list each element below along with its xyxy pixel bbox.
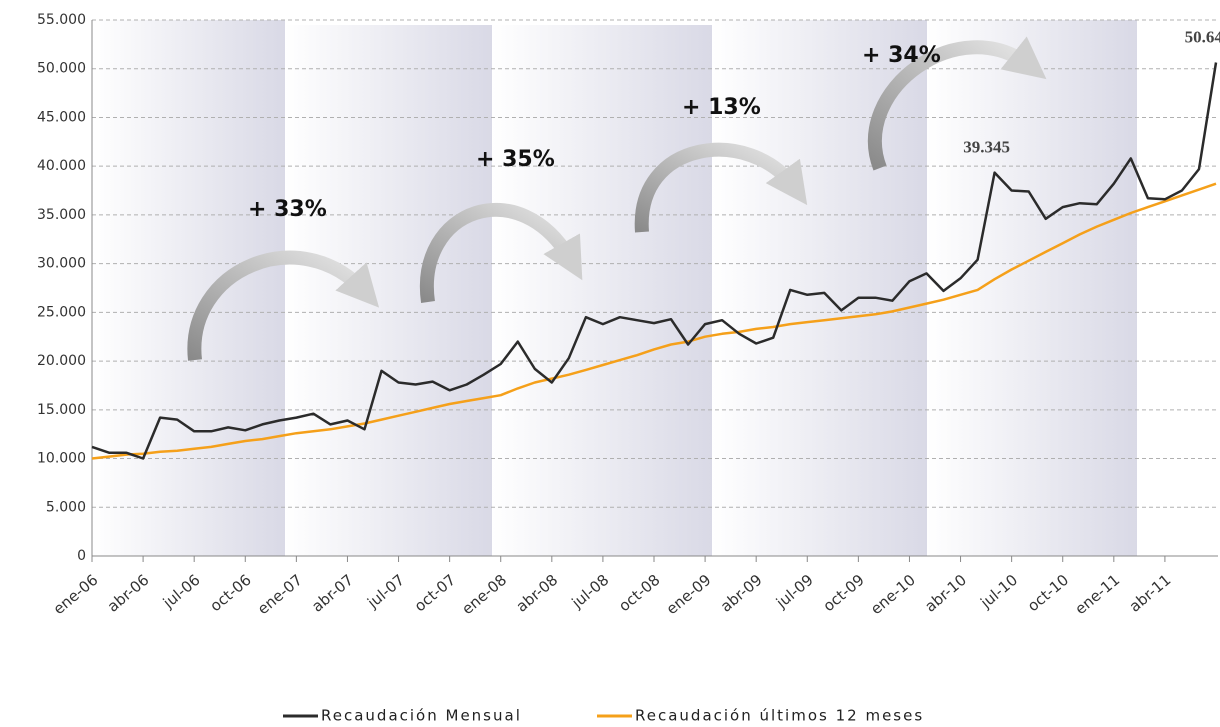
y-tick-label: 40.000 <box>37 158 86 174</box>
growth-arrow <box>187 250 380 361</box>
x-tick-label: jul-09 <box>772 571 817 613</box>
x-tick-label: ene-08 <box>458 571 510 619</box>
y-tick-label: 55.000 <box>37 12 86 28</box>
data-label: 50.640 <box>1185 27 1220 46</box>
y-tick-label: 5.000 <box>46 499 86 515</box>
y-tick-label: 0 <box>77 548 86 564</box>
x-tick-label: ene-11 <box>1072 571 1124 619</box>
x-tick-label: abr-11 <box>1126 571 1175 616</box>
legend-label: Recaudación últimos 12 meses <box>635 707 924 725</box>
growth-arrow <box>634 142 808 233</box>
x-tick-label: jul-08 <box>568 571 613 613</box>
x-tick-label: oct-08 <box>615 571 663 616</box>
arrows <box>187 36 1047 361</box>
x-tick-label: ene-07 <box>254 571 306 619</box>
band <box>712 20 927 556</box>
background-bands <box>92 20 1137 556</box>
legend: Recaudación Mensual Recaudación últimos … <box>283 707 924 725</box>
annotation: + 34% <box>862 43 941 68</box>
x-tick-label: oct-06 <box>207 571 255 616</box>
y-tick-label: 20.000 <box>37 353 86 369</box>
x-tick-label: jul-10 <box>976 571 1021 613</box>
band <box>285 25 492 556</box>
y-tick-label: 35.000 <box>37 207 86 223</box>
growth-arrow <box>419 202 583 303</box>
x-tick-label: jul-07 <box>363 571 408 613</box>
annotation: + 33% <box>248 197 327 222</box>
x-tick-label: abr-07 <box>308 571 357 616</box>
x-tick-label: abr-08 <box>513 571 562 616</box>
y-tick-label: 45.000 <box>37 109 86 125</box>
y-tick-label: 10.000 <box>37 451 86 467</box>
x-tick-label: ene-09 <box>663 571 715 619</box>
x-tick-label: oct-09 <box>820 571 868 616</box>
series-line <box>91 182 1217 460</box>
x-tick-label: abr-10 <box>921 571 970 616</box>
band <box>492 25 712 556</box>
x-tick-label: ene-06 <box>50 571 102 619</box>
data-label: 39.345 <box>963 137 1010 156</box>
x-tick-label: oct-10 <box>1024 571 1072 616</box>
y-tick-label: 25.000 <box>37 304 86 320</box>
y-tick-label: 15.000 <box>37 402 86 418</box>
growth-arrow <box>867 36 1047 171</box>
y-tick-label: 50.000 <box>37 61 86 77</box>
series-line <box>91 62 1218 460</box>
annotation: + 35% <box>476 147 555 172</box>
x-tick-label: abr-06 <box>104 571 153 616</box>
legend-label: Recaudación Mensual <box>321 707 522 725</box>
x-tick-label: ene-10 <box>867 571 919 619</box>
grid <box>92 19 1218 557</box>
x-tick-label: jul-06 <box>159 571 204 613</box>
x-tick-label: abr-09 <box>717 571 766 616</box>
band <box>927 20 1137 556</box>
band <box>92 20 285 556</box>
x-tick-label: oct-07 <box>411 571 459 616</box>
annotation: + 13% <box>682 95 761 120</box>
y-tick-label: 30.000 <box>37 256 86 272</box>
